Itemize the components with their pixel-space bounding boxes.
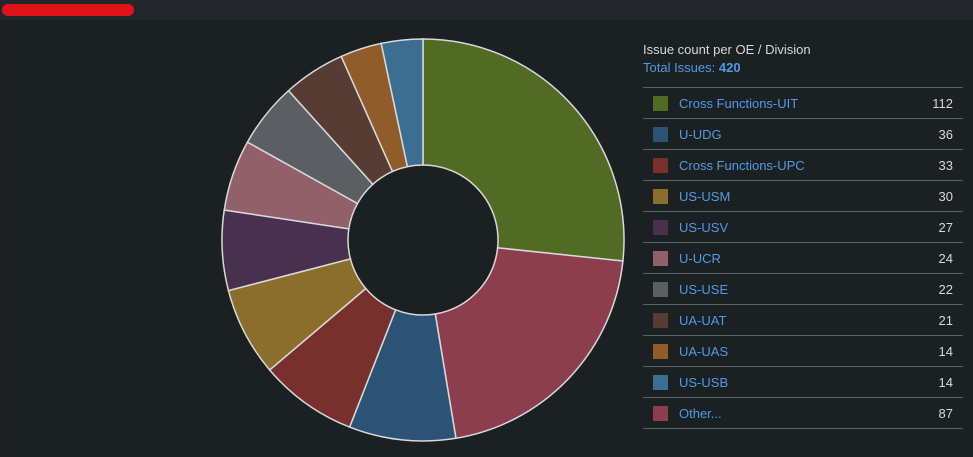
legend-value: 27 xyxy=(938,219,953,235)
legend-item-us-usb[interactable]: US-USB 14 xyxy=(643,367,963,398)
legend-item-ua-uat[interactable]: UA-UAT 21 xyxy=(643,305,963,336)
legend-swatch xyxy=(653,219,668,235)
legend-label[interactable]: Other... xyxy=(679,405,722,421)
legend-value: 30 xyxy=(938,188,953,204)
legend-item-u-ucr[interactable]: U-UCR 24 xyxy=(643,243,963,274)
redaction-mark xyxy=(2,4,134,16)
legend-label[interactable]: US-USB xyxy=(679,374,729,390)
legend-value: 112 xyxy=(932,95,953,111)
legend-swatch xyxy=(653,250,668,266)
legend-value: 21 xyxy=(938,312,953,328)
legend-item-cross-functions-uit[interactable]: Cross Functions-UIT 112 xyxy=(643,88,963,119)
legend-value: 33 xyxy=(938,157,953,173)
legend-item-ua-uas[interactable]: UA-UAS 14 xyxy=(643,336,963,367)
pie-slice-other[interactable] xyxy=(434,247,624,440)
legend-item-cross-functions-upc[interactable]: Cross Functions-UPC 33 xyxy=(643,150,963,181)
legend-value: 14 xyxy=(938,343,953,359)
total-issues: Total Issues: 420 xyxy=(643,59,963,76)
legend-swatch xyxy=(653,312,668,328)
legend-list: Cross Functions-UIT 112 U-UDG 36 Cross Fun… xyxy=(643,87,963,429)
legend-item-us-use[interactable]: US-USE 22 xyxy=(643,274,963,305)
legend-value: 14 xyxy=(938,374,953,390)
legend-label[interactable]: US-USE xyxy=(679,281,729,297)
legend-swatch xyxy=(653,188,668,204)
legend-label[interactable]: Cross Functions-UIT xyxy=(679,95,799,111)
legend-label[interactable]: US-USM xyxy=(679,188,731,204)
legend-label[interactable]: Cross Functions-UPC xyxy=(679,157,805,173)
legend-swatch xyxy=(653,157,668,173)
legend-label[interactable]: U-UDG xyxy=(679,126,722,142)
donut-chart xyxy=(221,38,625,442)
legend-item-other[interactable]: Other... 87 xyxy=(643,398,963,429)
legend-swatch xyxy=(653,343,668,359)
top-bar xyxy=(0,0,973,20)
legend-value: 87 xyxy=(938,405,953,421)
total-value: 420 xyxy=(718,60,741,75)
legend-label[interactable]: U-UCR xyxy=(679,250,721,266)
pie-slice-cross-functions-uit[interactable] xyxy=(422,38,625,262)
legend-value: 24 xyxy=(938,250,953,266)
legend-item-u-udg[interactable]: U-UDG 36 xyxy=(643,119,963,150)
legend-label[interactable]: UA-UAT xyxy=(679,312,727,328)
legend-value: 36 xyxy=(938,126,953,142)
legend-item-us-usm[interactable]: US-USM 30 xyxy=(643,181,963,212)
legend-swatch xyxy=(653,405,668,421)
legend-value: 22 xyxy=(938,281,953,297)
legend: Issue count per OE / Division Total Issu… xyxy=(643,41,963,429)
legend-label[interactable]: US-USV xyxy=(679,219,729,235)
legend-swatch xyxy=(653,281,668,297)
legend-item-us-usv[interactable]: US-USV 27 xyxy=(643,212,963,243)
legend-swatch xyxy=(653,126,668,142)
legend-swatch xyxy=(653,374,668,390)
pie-slice-us-usb[interactable] xyxy=(380,38,424,168)
legend-label[interactable]: UA-UAS xyxy=(679,343,729,359)
legend-swatch xyxy=(653,95,668,111)
total-label: Total Issues: xyxy=(643,60,716,75)
chart-title: Issue count per OE / Division xyxy=(643,42,811,57)
